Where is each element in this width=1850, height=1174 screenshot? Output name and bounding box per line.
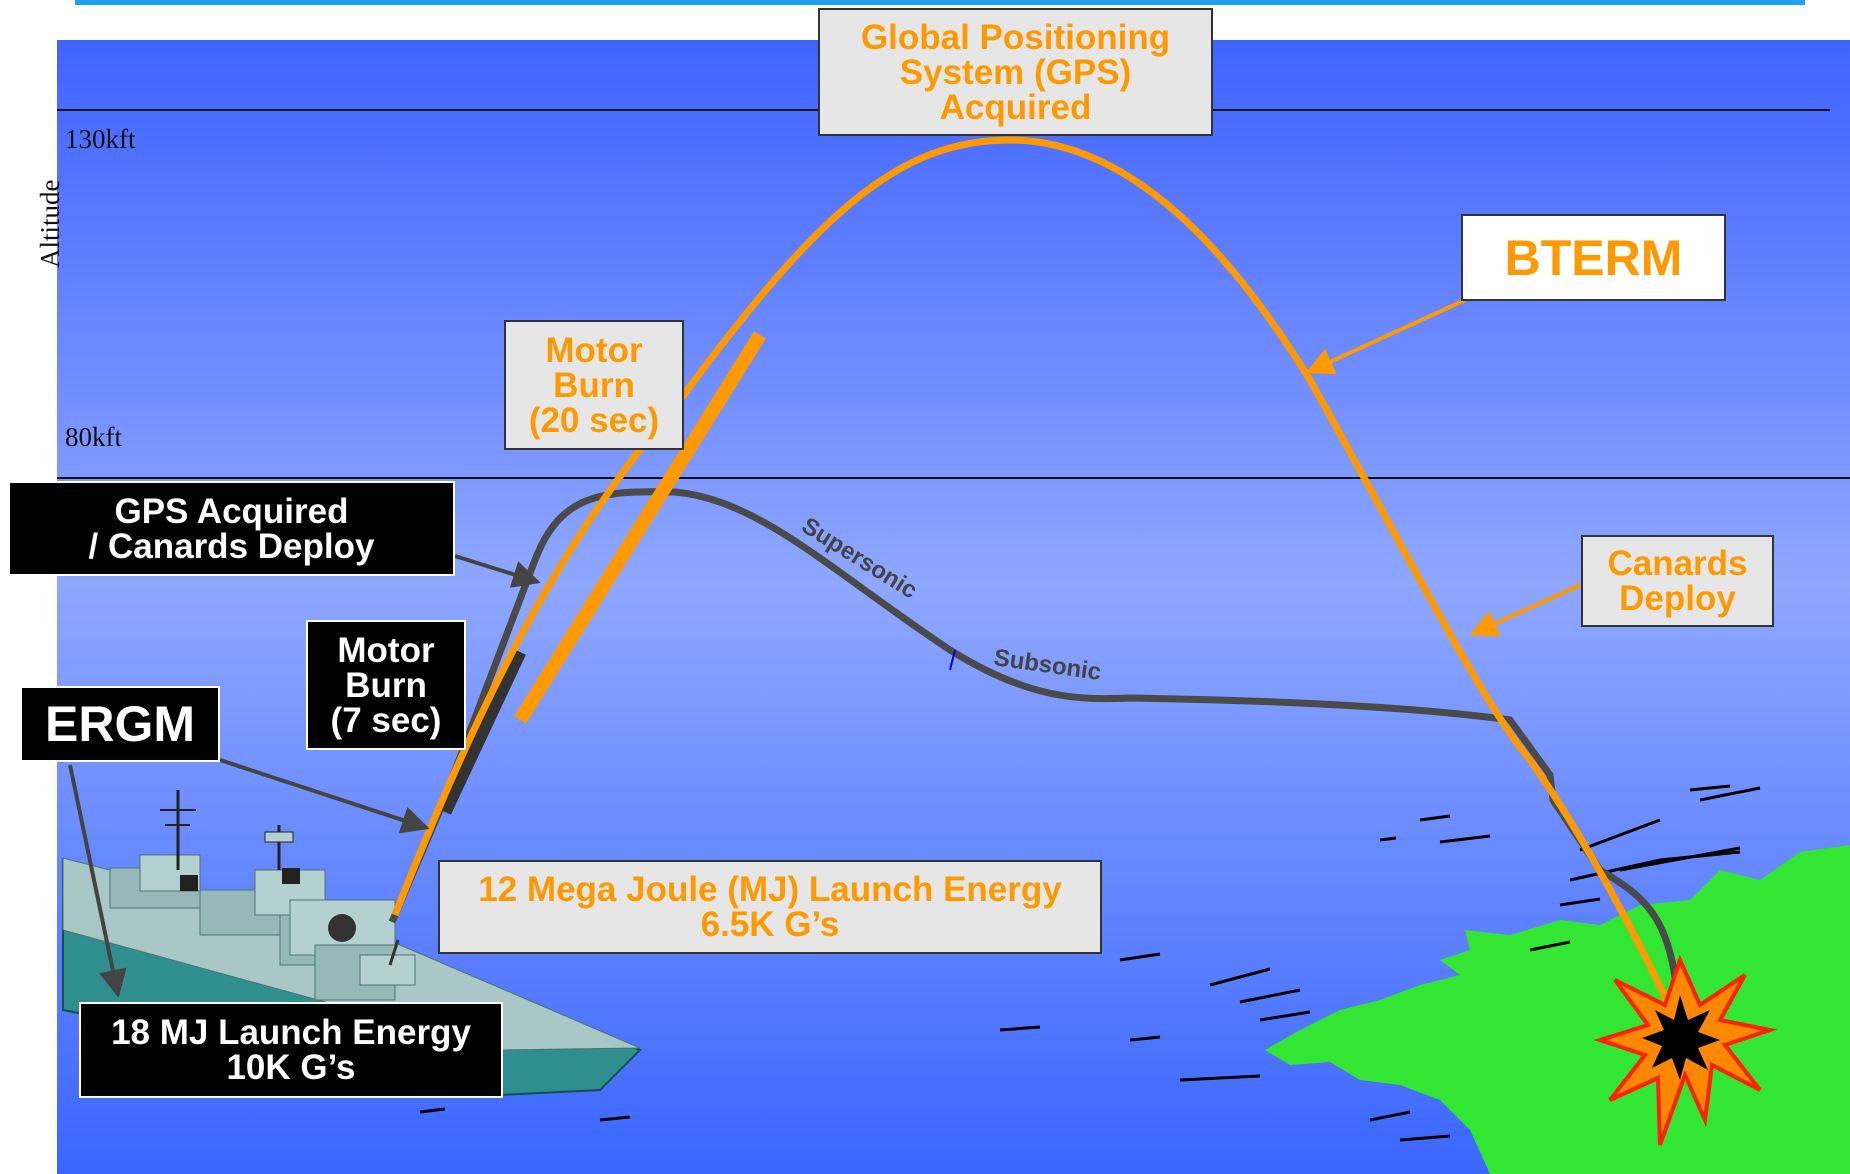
gps-acquired-label: Global Positioning System (GPS) Acquired bbox=[818, 8, 1213, 136]
launch-energy-18mj-label: 18 MJ Launch Energy 10K G’s bbox=[79, 1002, 503, 1098]
canards-deploy-arrow bbox=[1469, 583, 1581, 637]
ergm-to-launch-arrow bbox=[68, 764, 127, 998]
motor-burn-7-label: Motor Burn (7 sec) bbox=[306, 620, 466, 750]
bterm-trajectory bbox=[391, 136, 1684, 1032]
motor-burn-7-arrow bbox=[219, 758, 430, 834]
altitude-tick-130kft: 130kft bbox=[65, 124, 136, 154]
sonic-transition-tick bbox=[949, 649, 956, 671]
launch-energy-12mj-label: 12 Mega Joule (MJ) Launch Energy 6.5K G’… bbox=[438, 860, 1102, 954]
bterm-label: BTERM bbox=[1461, 214, 1726, 301]
bterm-motor-burn-segment bbox=[514, 331, 766, 724]
impact-explosion-icon bbox=[1593, 954, 1778, 1146]
ergm-label: ERGM bbox=[20, 686, 220, 762]
gps-canards-arrow bbox=[454, 554, 541, 588]
altitude-axis-label: Altitude bbox=[35, 179, 65, 269]
top-rule bbox=[75, 0, 1805, 5]
bterm-arrow bbox=[1305, 298, 1466, 375]
ergm-motor-burn-segment bbox=[439, 649, 526, 815]
gps-canards-deploy-label: GPS Acquired / Canards Deploy bbox=[8, 481, 455, 576]
canards-deploy-label: Canards Deploy bbox=[1581, 535, 1774, 627]
motor-burn-20-label: Motor Burn (20 sec) bbox=[504, 320, 684, 450]
altitude-tick-80kft: 80kft bbox=[65, 422, 122, 452]
sea-waves bbox=[419, 784, 1761, 1142]
